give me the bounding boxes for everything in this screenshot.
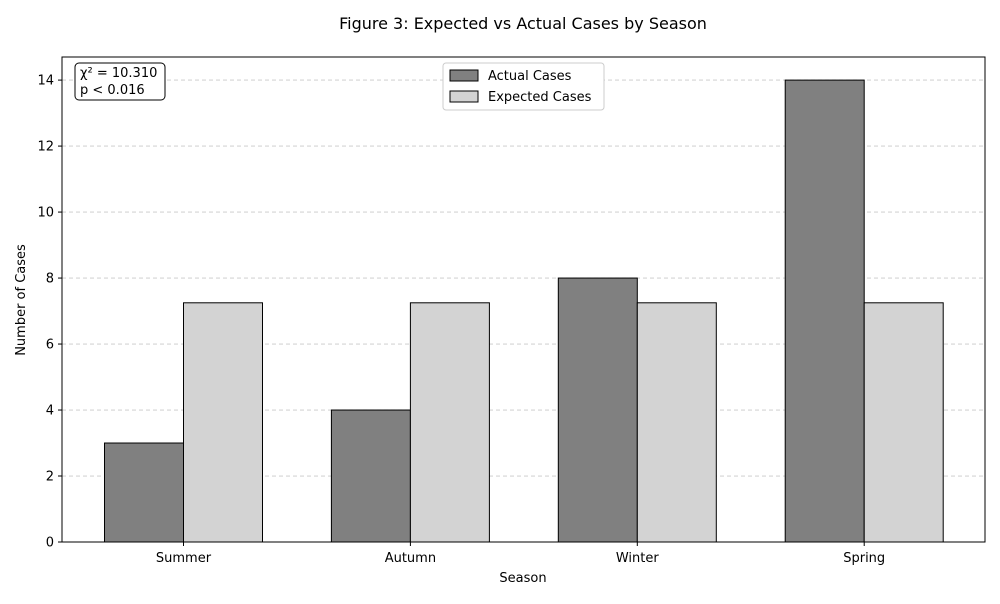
y-tick-label: 8: [46, 272, 54, 287]
bar-actual-summer: [104, 442, 184, 543]
bar-actual-winter: [557, 277, 638, 543]
y-tick-label: 6: [46, 338, 54, 353]
y-tick-label: 12: [37, 140, 54, 155]
bar-expected-winter: [636, 302, 717, 543]
legend-label-actual: Actual Cases: [488, 69, 572, 84]
bar-actual-spring: [784, 79, 865, 543]
x-tick-label: Summer: [156, 551, 212, 566]
y-axis-label: Number of Cases: [14, 244, 29, 356]
bar-expected-summer: [183, 302, 263, 543]
legend-swatch-expected: [449, 90, 479, 103]
bars: [104, 79, 944, 543]
axes: 0 2 4 6 8 10 12 14 Summer Autumn Winter Spring: [37, 56, 986, 566]
bar-expected-autumn: [409, 302, 490, 543]
y-tick-label: 14: [37, 74, 54, 89]
x-tick-label: Autumn: [385, 551, 436, 566]
plot-frame: [61, 56, 986, 543]
legend-label-expected: Expected Cases: [488, 90, 592, 105]
y-tick-label: 10: [37, 206, 54, 221]
bar-expected-spring: [863, 302, 944, 543]
stats-annotation-box: [74, 62, 166, 101]
x-axis-label: Season: [499, 571, 546, 586]
chart-title: Figure 3: Expected vs Actual Cases by Se…: [339, 14, 707, 33]
x-tick-label: Spring: [843, 551, 885, 566]
stats-annotation: χ² = 10.310 p < 0.016: [74, 62, 166, 101]
legend-swatch-actual: [449, 69, 479, 82]
chi-square-text: χ² = 10.310: [80, 66, 157, 81]
y-tick-label: 2: [46, 470, 54, 485]
legend: Actual Cases Expected Cases: [442, 62, 605, 111]
y-tick-label: 4: [46, 404, 54, 419]
x-tick-label: Winter: [616, 551, 660, 566]
p-value-text: p < 0.016: [80, 83, 145, 98]
y-tick-label: 0: [46, 536, 54, 551]
legend-box: [442, 62, 605, 111]
bar-actual-autumn: [330, 409, 411, 543]
